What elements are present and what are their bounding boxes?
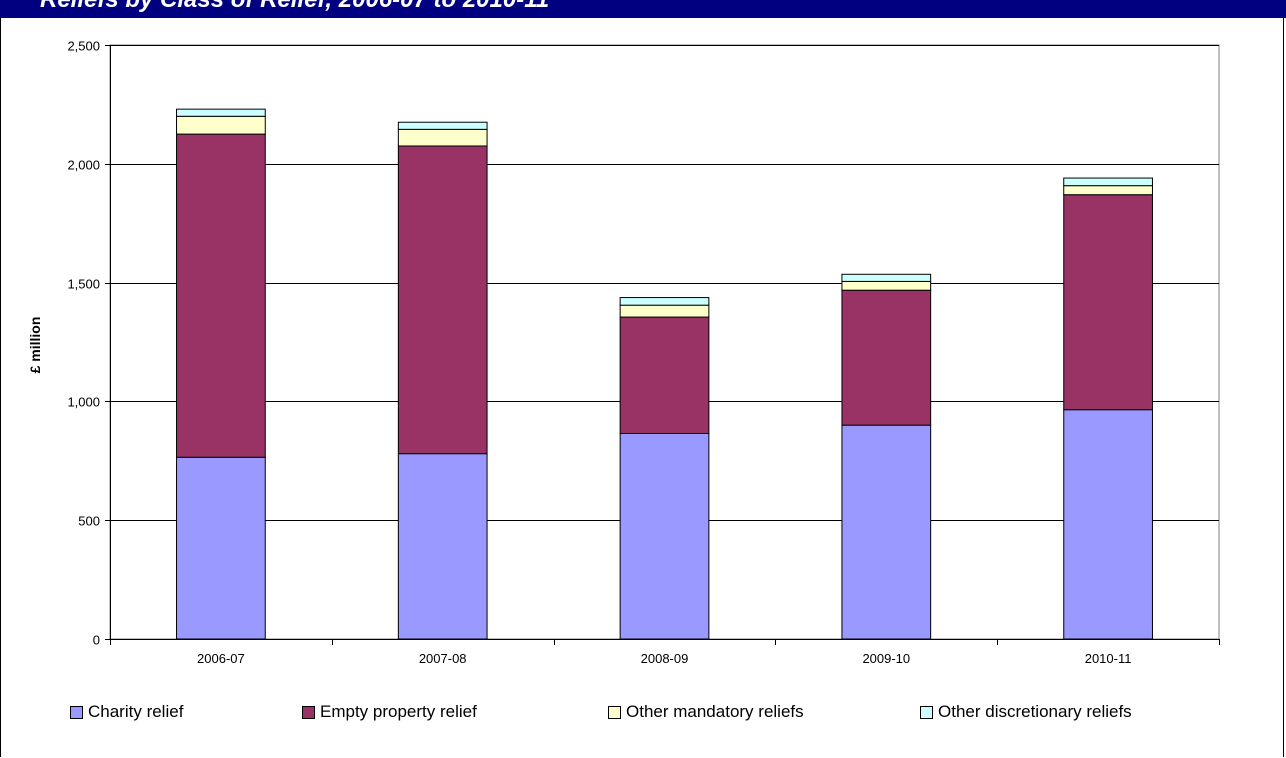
bar-segment: [397, 128, 488, 147]
bars: [176, 108, 1153, 640]
bar-segment: [1063, 177, 1153, 187]
y-axis-label: £ million: [27, 317, 43, 374]
bar-segment: [841, 273, 932, 282]
bar-segment: [397, 145, 488, 455]
bar-segment: [176, 115, 266, 135]
axes: £ million 0 500 1,000 1,500 2,000 2,500 2006-0…: [27, 39, 1220, 666]
title-bar: Reliefs by Class of Relief, 2006-07 to 2…: [0, 0, 1286, 18]
bar-segment: [619, 432, 710, 640]
bar-segment: [176, 133, 266, 458]
y-tick-label: 1,000: [67, 395, 100, 410]
legend-swatch: [302, 705, 315, 719]
legend-label: Charity relief: [88, 702, 184, 721]
x-tick-label: 2010-11: [1085, 651, 1132, 666]
x-tick-label: 2008-09: [641, 651, 689, 666]
x-tick-label: 2006-07: [197, 651, 245, 666]
x-tick-label: 2009-10: [862, 651, 910, 666]
legend-item: Charity relief: [70, 702, 183, 722]
bar-segment: [619, 304, 710, 318]
bar-segment: [1063, 194, 1153, 411]
legend-label: Other discretionary reliefs: [938, 702, 1132, 721]
bar-segment: [1063, 185, 1153, 196]
y-tick-label: 2,500: [67, 39, 100, 54]
bar-segment: [619, 297, 710, 306]
legend-label: Empty property relief: [320, 702, 477, 721]
legend-swatch: [608, 705, 621, 719]
legend-item: Other discretionary reliefs: [920, 702, 1132, 722]
y-tick-label: 0: [93, 633, 100, 648]
bar-segment: [397, 121, 488, 130]
legend-label: Other mandatory reliefs: [626, 702, 804, 721]
bar-segment: [841, 289, 932, 426]
x-tick-label: 2007-08: [419, 651, 467, 666]
bar-segment: [397, 453, 488, 640]
chart-frame: [0, 18, 1284, 757]
bar-segment: [176, 456, 266, 640]
bar-segment: [619, 316, 710, 434]
y-tick-label: 1,500: [67, 277, 100, 292]
legend-item: Empty property relief: [302, 702, 477, 722]
chart-title: Reliefs by Class of Relief, 2006-07 to 2…: [40, 0, 549, 14]
bar-segment: [841, 280, 932, 291]
legend-swatch: [70, 705, 83, 719]
bar-segment: [841, 424, 932, 640]
y-tick-label: 2,000: [67, 158, 100, 173]
legend-item: Other mandatory reliefs: [608, 702, 804, 722]
bar-segment: [1063, 409, 1153, 640]
chart-legend: Charity relief Empty property relief Other…: [70, 702, 1250, 726]
bar-segment: [176, 108, 266, 117]
y-tick-label: 500: [78, 514, 100, 529]
legend-swatch: [920, 705, 933, 719]
